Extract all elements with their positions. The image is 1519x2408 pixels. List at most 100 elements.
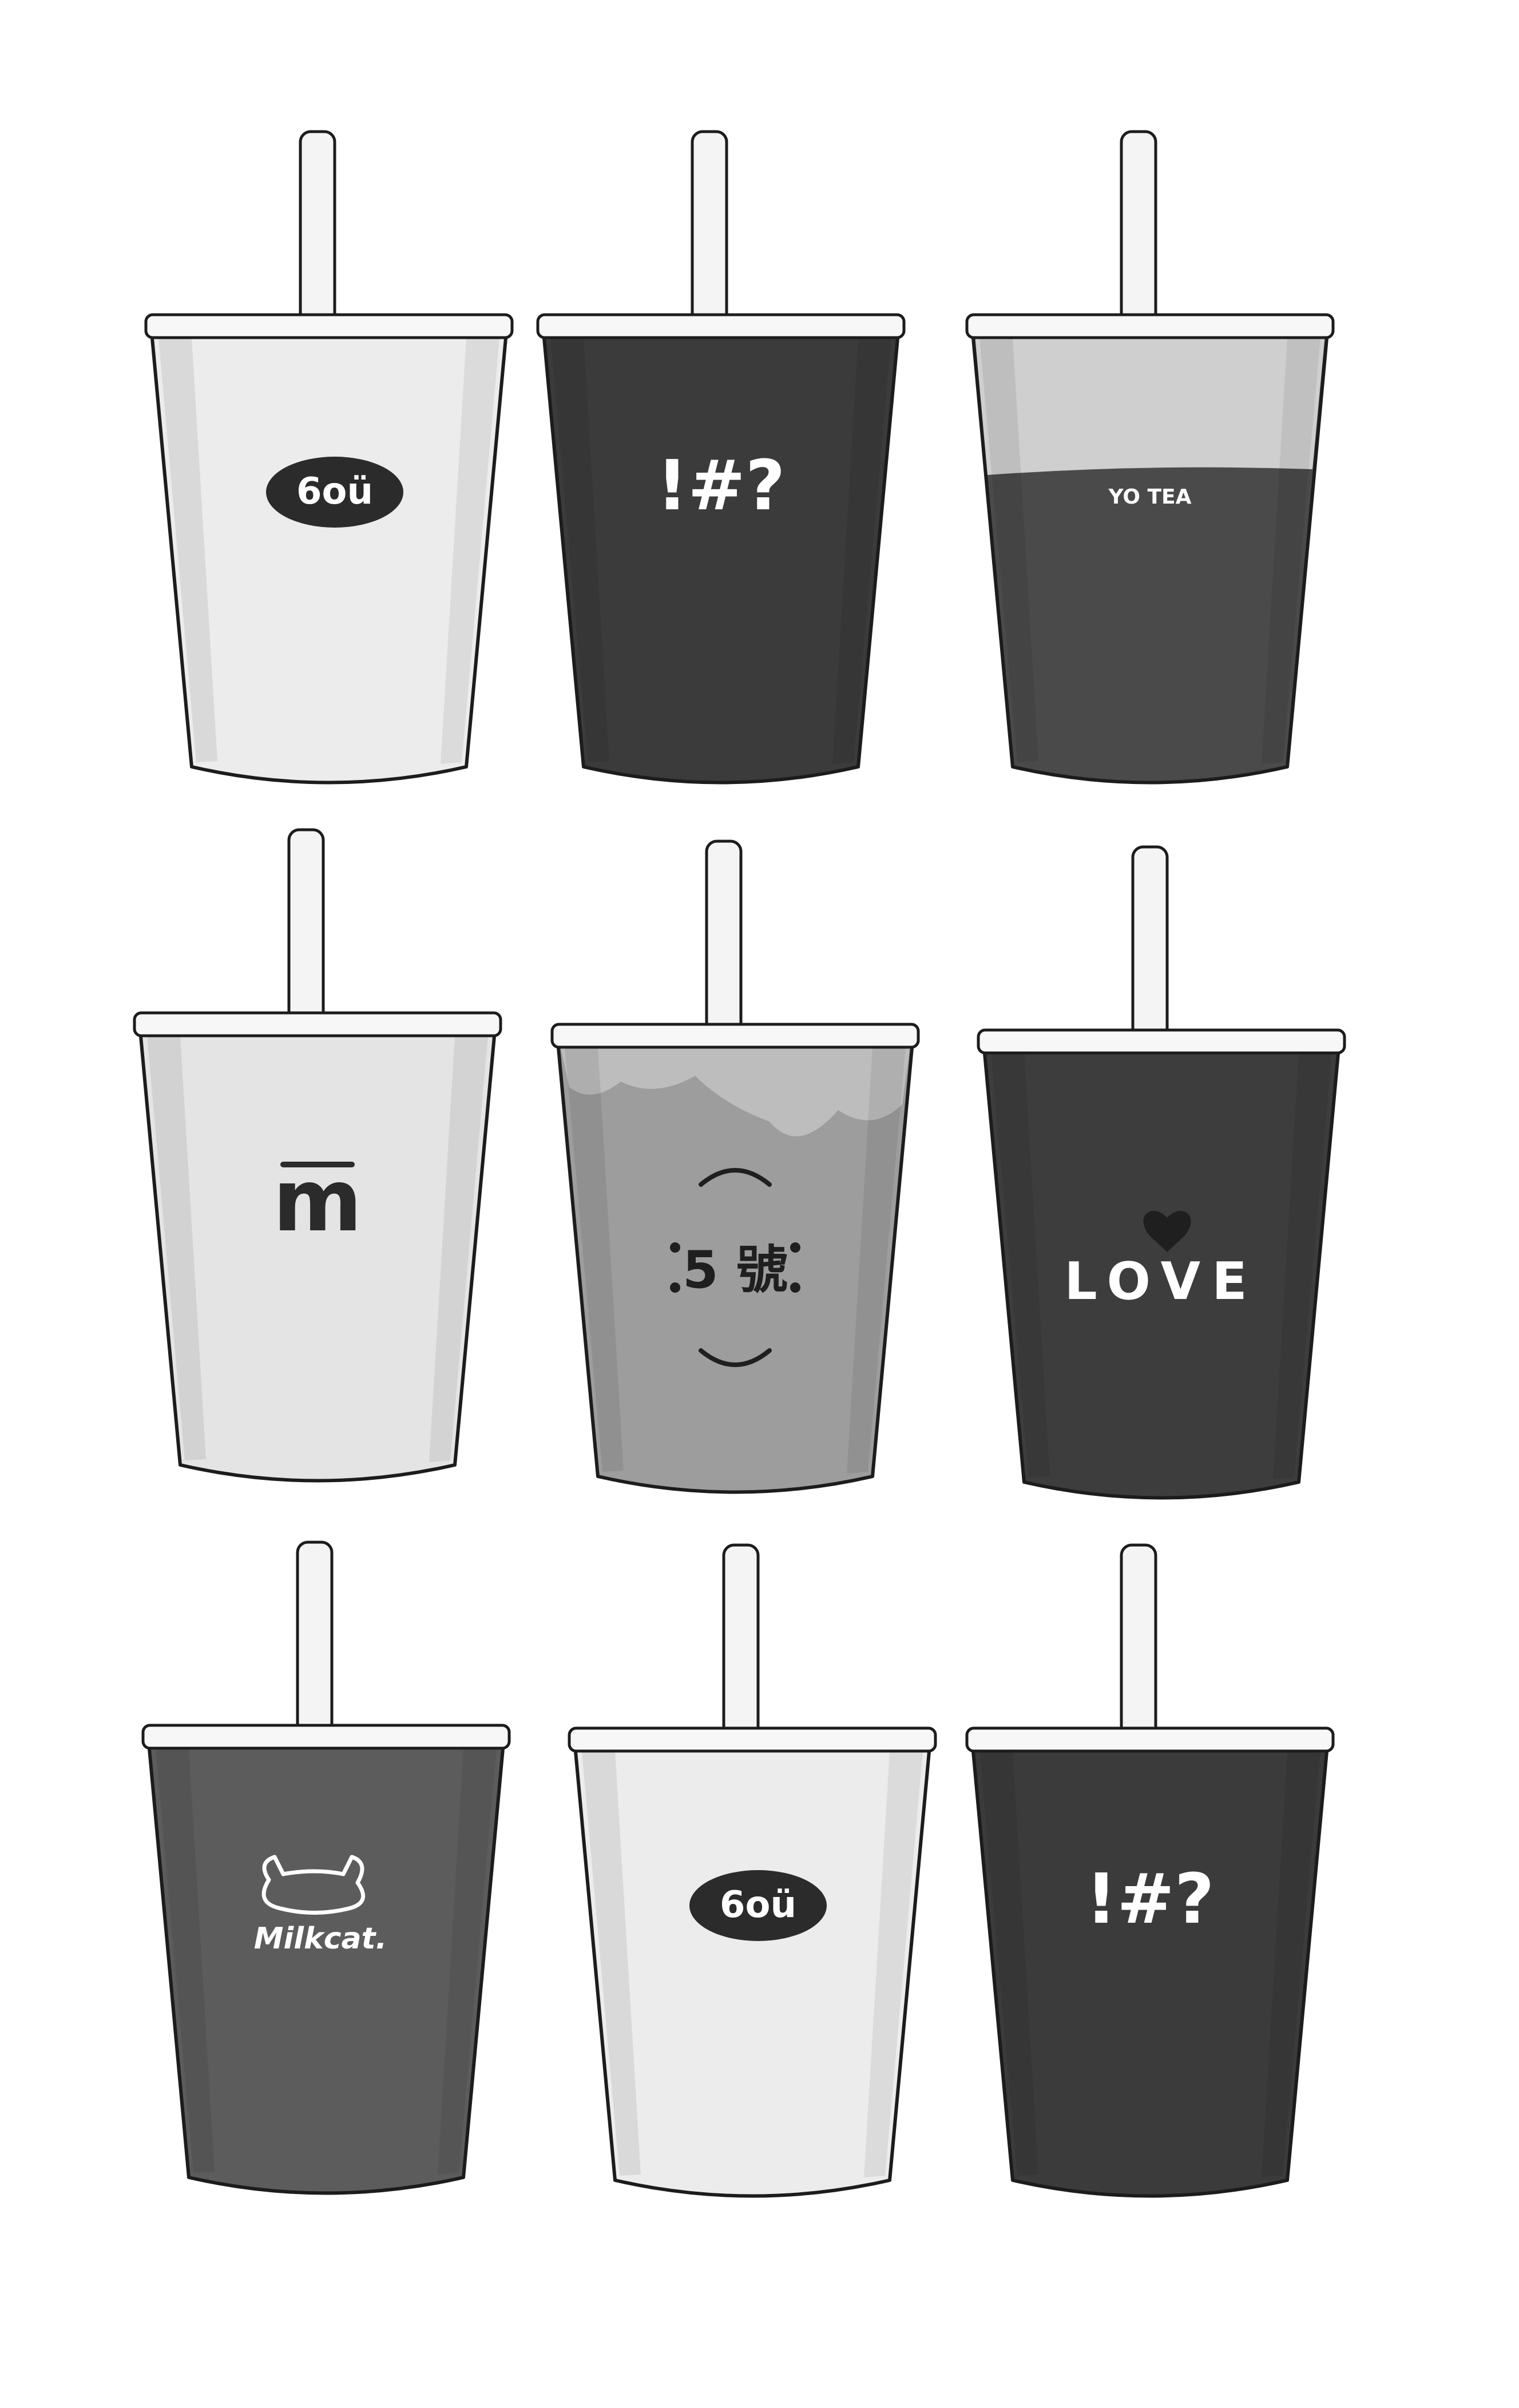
straw bbox=[722, 1543, 760, 1741]
cup-logo: !#? bbox=[657, 446, 786, 526]
cup-left-shade bbox=[979, 1751, 1038, 2176]
cup-illustration: !#? bbox=[965, 1543, 1335, 2198]
logo-brand-text: YO TEA bbox=[1108, 485, 1192, 509]
logo-bar bbox=[280, 1162, 355, 1167]
cup-illustration: 6oü bbox=[568, 1543, 937, 2198]
cup-shading bbox=[979, 1751, 1320, 2177]
cup-band bbox=[975, 335, 1325, 475]
cup-shading bbox=[565, 1047, 906, 1474]
cup-left-shade bbox=[582, 1751, 641, 2176]
cup-right-shade bbox=[1262, 1751, 1320, 2177]
logo-dot bbox=[670, 1282, 680, 1293]
straw bbox=[705, 839, 743, 1037]
logo-arc-bottom bbox=[699, 1348, 772, 1367]
straw bbox=[691, 130, 728, 328]
cup-hash-2: !#? bbox=[965, 1539, 1335, 2226]
cup-rim bbox=[144, 313, 514, 339]
cup-love: LOVE bbox=[977, 841, 1346, 1528]
logo-dot bbox=[670, 1242, 680, 1253]
logo-brand-text: !#? bbox=[657, 446, 786, 526]
cup-right-shade bbox=[1262, 338, 1320, 764]
cup-right-shade bbox=[864, 1751, 923, 2177]
straw bbox=[1120, 1543, 1157, 1741]
logo-arc-top bbox=[699, 1168, 772, 1187]
cup-5hao: 5 號 bbox=[550, 835, 920, 1522]
cup-milkcat: Milkcat. bbox=[141, 1536, 511, 2223]
cup-rim bbox=[977, 1028, 1346, 1055]
logo-badge-shape bbox=[689, 1870, 827, 1941]
cup-m: m bbox=[133, 824, 502, 1511]
cup-logo: YO TEA bbox=[1108, 485, 1192, 509]
cup-rim bbox=[568, 1726, 937, 1753]
cup-right-shade bbox=[847, 1047, 906, 1474]
cup-right-shade bbox=[1273, 1053, 1332, 1479]
cup-logo: 6oü bbox=[689, 1870, 827, 1941]
logo-brand-text: LOVE bbox=[1064, 1251, 1258, 1312]
logo-badge-shape bbox=[266, 457, 403, 528]
cup-left-shade bbox=[156, 1748, 215, 2173]
logo-brand-text: 6oü bbox=[720, 1884, 796, 1926]
cup-body bbox=[573, 1744, 931, 2198]
cup-logo: !#? bbox=[1086, 1860, 1215, 1939]
logo-brand-text: Milkcat. bbox=[254, 1922, 387, 1956]
cup-illustration: LOVE bbox=[977, 845, 1346, 1500]
cup-illustration: m bbox=[133, 828, 502, 1483]
straw bbox=[299, 130, 336, 328]
cup-body bbox=[971, 1744, 1329, 2198]
cup-left-shade bbox=[991, 1053, 1050, 1478]
cup-shading bbox=[156, 1748, 497, 2175]
logo-dot bbox=[790, 1282, 800, 1293]
cup-illustration: Milkcat. bbox=[141, 1540, 511, 2195]
straw bbox=[1120, 130, 1157, 328]
cup-logo: 6oü bbox=[266, 457, 403, 528]
cup-right-shade bbox=[429, 1036, 488, 1462]
heart-icon bbox=[1143, 1210, 1191, 1252]
cup-left-shade bbox=[565, 1047, 624, 1472]
cup-left-shade bbox=[158, 338, 217, 762]
cup-rim bbox=[133, 1011, 502, 1037]
cup-6ou-2: 6oü bbox=[568, 1539, 937, 2226]
cup-body bbox=[138, 1028, 497, 1483]
cup-shading bbox=[582, 1751, 923, 2177]
cup-illustration: 5 號 bbox=[550, 839, 920, 1494]
cup-shading bbox=[991, 1053, 1332, 1479]
cup-logo: LOVE bbox=[1064, 1210, 1258, 1312]
logo-dot bbox=[790, 1242, 800, 1253]
logo-brand-text: 6oü bbox=[296, 470, 373, 513]
cup-logo: m bbox=[273, 1151, 362, 1251]
cup-right-shade bbox=[438, 1748, 497, 2175]
cup-yotea: YO TEA bbox=[965, 126, 1335, 813]
cup-left-shade bbox=[147, 1036, 206, 1460]
cup-shading bbox=[979, 338, 1320, 764]
straw bbox=[296, 1540, 334, 1738]
cup-illustration: 6oü bbox=[144, 130, 514, 785]
logo-brand-text: m bbox=[273, 1151, 362, 1251]
cup-6ou-1: 6oü bbox=[144, 126, 514, 813]
cup-illustration: YO TEA bbox=[965, 130, 1335, 785]
cup-body bbox=[542, 330, 900, 785]
cup-rim bbox=[550, 1023, 920, 1049]
cup-shading bbox=[550, 338, 891, 764]
cup-illustration: !#? bbox=[536, 130, 906, 785]
straw bbox=[1131, 845, 1169, 1043]
cup-hash-1: !#? bbox=[536, 126, 906, 813]
cup-rim bbox=[965, 313, 1335, 339]
cup-band bbox=[560, 1045, 910, 1136]
cup-logo: Milkcat. bbox=[254, 1855, 387, 1956]
cup-body bbox=[982, 1045, 1340, 1500]
cup-body bbox=[150, 330, 508, 785]
logo-brand-text: 5 號 bbox=[683, 1240, 788, 1300]
cup-body bbox=[556, 1040, 914, 1494]
straw bbox=[287, 828, 325, 1026]
cup-rim bbox=[536, 313, 906, 339]
cup-right-shade bbox=[832, 338, 891, 764]
cup-body bbox=[147, 1741, 505, 2195]
cup-rim bbox=[965, 1726, 1335, 1753]
cup-right-shade bbox=[441, 338, 499, 764]
cup-left-shade bbox=[979, 338, 1038, 762]
cat-icon bbox=[261, 1855, 365, 1915]
cup-shading bbox=[147, 1036, 488, 1462]
cup-shading bbox=[158, 338, 499, 764]
logo-brand-text: !#? bbox=[1086, 1860, 1215, 1939]
